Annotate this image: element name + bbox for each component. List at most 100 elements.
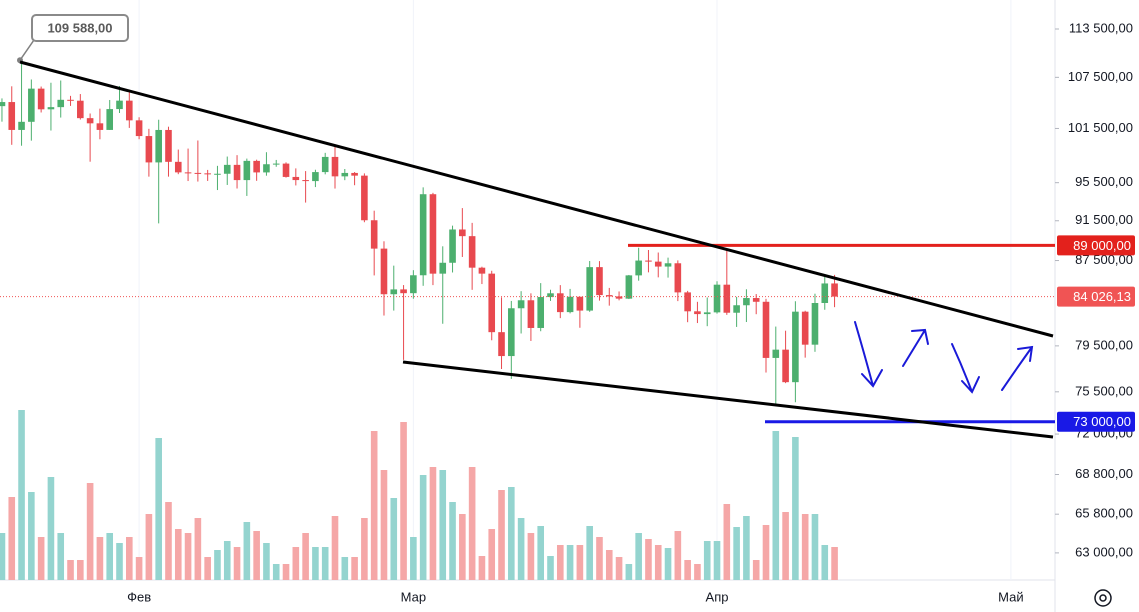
- candle-body: [400, 289, 407, 294]
- candle-body: [194, 172, 202, 174]
- annotation-box: [31, 14, 129, 42]
- price-line-label: 73 000,00: [1073, 414, 1131, 429]
- candle-body: [165, 129, 172, 162]
- volume-bar: [801, 514, 809, 580]
- candle-body: [390, 289, 398, 295]
- candle-body: [752, 298, 760, 302]
- volume-bar: [86, 483, 94, 580]
- candle-body: [8, 102, 16, 130]
- volume-bar: [508, 487, 515, 580]
- candle-body: [106, 109, 114, 130]
- volume-bar: [223, 541, 231, 580]
- y-tick-label: 91 500,00: [1075, 212, 1133, 227]
- gear-center[interactable]: [1099, 594, 1107, 602]
- volume-bar: [703, 541, 711, 580]
- candle-body: [586, 267, 593, 311]
- volume-bar: [243, 522, 251, 580]
- candle-body: [204, 173, 211, 175]
- volume-bar: [772, 431, 780, 580]
- candle-body: [723, 284, 731, 313]
- candle-body: [615, 296, 623, 299]
- volume-bar: [831, 547, 838, 580]
- volume-bar: [321, 547, 329, 580]
- gear[interactable]: [1094, 589, 1112, 607]
- volume-bar: [77, 560, 84, 580]
- volume-bar: [272, 564, 280, 580]
- volume-bar: [792, 437, 799, 580]
- candle-body: [331, 156, 339, 177]
- candle-body: [517, 300, 525, 309]
- volume-bar: [429, 467, 437, 580]
- candle-body: [743, 298, 750, 306]
- volume-bar: [28, 492, 35, 580]
- volume-bar: [537, 526, 545, 580]
- volume-bar: [253, 531, 260, 580]
- candle-body: [214, 173, 221, 175]
- volume-bar: [459, 514, 466, 580]
- last-price-label: 84 026,13: [1073, 289, 1131, 304]
- candle-body: [28, 88, 35, 122]
- x-tick-label: Мар: [401, 589, 426, 604]
- volume-bar: [733, 527, 740, 580]
- volume-bar: [351, 557, 358, 580]
- candle-body: [801, 311, 809, 345]
- settings-icon[interactable]: [1094, 589, 1112, 607]
- volume-bar: [439, 470, 447, 580]
- volume-bar: [214, 550, 221, 580]
- candle-body: [782, 349, 789, 383]
- volume-bar: [312, 547, 319, 580]
- volume-bar: [547, 556, 554, 580]
- volume-bar: [743, 516, 750, 580]
- volume-bar: [263, 543, 270, 580]
- candle-body: [233, 164, 241, 181]
- candle-body: [18, 121, 25, 130]
- candle-body: [96, 123, 104, 130]
- candle-body: [772, 349, 780, 358]
- volume-bar: [782, 512, 789, 580]
- candle-body: [125, 100, 133, 121]
- candle-body: [792, 311, 799, 383]
- volume-bar: [478, 556, 486, 580]
- volume-bar: [596, 537, 603, 580]
- price-line-tag: [1057, 411, 1135, 432]
- volume-bar: [390, 498, 398, 580]
- volume-bar: [370, 431, 378, 580]
- volume-bar: [145, 514, 153, 580]
- volume-bar: [527, 533, 535, 580]
- volume-bar: [488, 529, 496, 580]
- candle-body: [498, 332, 505, 357]
- candle-body: [537, 297, 545, 328]
- candle-body: [733, 305, 740, 313]
- volume-bar: [380, 470, 388, 580]
- candle-body: [508, 308, 515, 357]
- volume-bar: [605, 550, 613, 580]
- volume-bar: [468, 467, 476, 580]
- y-tick-label: 107 500,00: [1068, 69, 1133, 84]
- candle-body: [292, 176, 300, 181]
- candle-body: [459, 229, 466, 237]
- volume-bar: [165, 502, 172, 580]
- candle-body: [37, 88, 45, 110]
- volume-bar: [449, 502, 456, 580]
- y-tick-label: 63 000,00: [1075, 544, 1133, 559]
- y-tick-label: 75 500,00: [1075, 383, 1133, 398]
- candle-body: [272, 163, 280, 165]
- candle-body: [321, 156, 329, 173]
- last-price-tag: [1057, 286, 1135, 307]
- y-tick-label: 79 500,00: [1075, 337, 1133, 352]
- candle-body: [312, 172, 319, 182]
- volume-bar: [282, 564, 290, 580]
- volume-bar: [674, 531, 682, 580]
- arrow: [902, 328, 929, 367]
- candle-body: [547, 293, 554, 298]
- y-tick-label: 87 500,00: [1075, 252, 1133, 267]
- x-tick-label: Апр: [706, 589, 729, 604]
- candle-body: [223, 164, 231, 174]
- candle-body: [86, 118, 94, 124]
- candle-body: [361, 175, 368, 221]
- volume-bar: [116, 543, 123, 580]
- candle-body: [645, 260, 652, 262]
- candle-body: [155, 129, 162, 163]
- volume-bar: [155, 438, 162, 580]
